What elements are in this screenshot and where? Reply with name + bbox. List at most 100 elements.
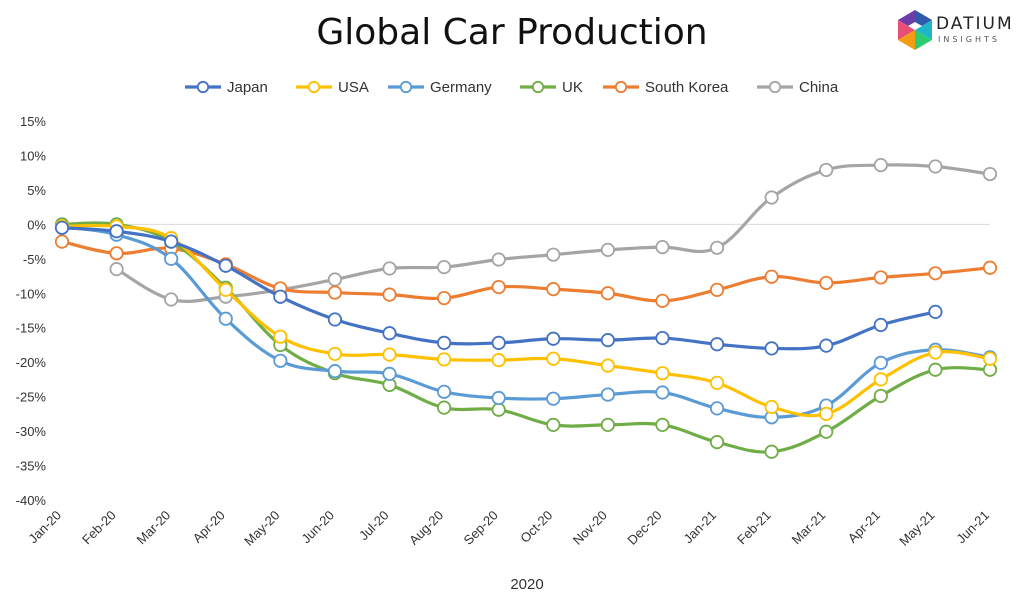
logo-subtext: INSIGHTS (938, 35, 1000, 44)
data-point-uk (873, 388, 888, 404)
data-point-japan (109, 224, 124, 239)
data-point-japan (327, 312, 343, 327)
x-tick-label: Apr-20 (190, 508, 228, 546)
data-point-china (655, 240, 670, 255)
legend-item-usa: USA (296, 79, 369, 96)
legend-item-china: China (757, 79, 839, 96)
x-tick-label: May-20 (241, 508, 282, 549)
data-point-japan (819, 338, 834, 353)
x-axis: Jan-20 Feb-20 Mar-20 Apr-20 May-20 Jun-20 Jul-… (25, 508, 992, 549)
x-tick-label: Mar-20 (134, 508, 174, 548)
data-point-south-korea (928, 266, 943, 281)
data-point-china (982, 166, 998, 182)
x-tick-label: Dec-20 (624, 508, 664, 548)
data-point-germany (437, 384, 452, 399)
data-point-usa (273, 329, 288, 344)
data-point-china (709, 240, 725, 255)
data-point-south-korea (437, 290, 452, 306)
data-point-usa (764, 399, 779, 415)
y-tick-label: -40% (16, 493, 47, 508)
series-south-korea (54, 234, 998, 308)
data-point-south-korea (873, 270, 888, 285)
data-point-usa (819, 406, 834, 421)
data-point-south-korea (327, 285, 343, 300)
data-point-germany (273, 353, 288, 368)
y-tick-label: -30% (16, 424, 47, 439)
data-point-usa (382, 347, 397, 362)
data-point-south-korea (491, 279, 506, 295)
data-point-germany (218, 311, 233, 326)
data-point-china (437, 259, 452, 275)
legend-marker (531, 80, 545, 94)
y-tick-label: -20% (16, 355, 47, 370)
data-point-uk (764, 444, 779, 459)
data-point-germany (709, 401, 725, 416)
data-point-south-korea (546, 282, 561, 297)
data-point-south-korea (764, 269, 779, 284)
data-point-japan (491, 335, 506, 350)
data-point-japan (764, 341, 779, 356)
data-point-china (873, 158, 888, 173)
data-point-germany (491, 390, 506, 406)
y-tick-label: -25% (16, 390, 47, 405)
y-tick-label: 5% (27, 183, 46, 198)
data-point-japan (873, 317, 888, 333)
legend: Japan USA Germany UK South Korea China (185, 79, 839, 96)
legend-item-germany: Germany (388, 79, 492, 96)
data-point-china (164, 292, 179, 307)
data-point-china (382, 261, 397, 276)
data-point-china (491, 252, 506, 267)
x-tick-label: Jun-21 (953, 508, 992, 547)
legend-item-uk: UK (520, 79, 583, 96)
x-tick-label: Feb-20 (79, 508, 119, 548)
data-point-japan (218, 258, 233, 273)
data-point-uk (709, 435, 725, 450)
y-tick-label: -15% (16, 321, 47, 336)
legend-label: USA (338, 79, 369, 96)
legend-item-japan: Japan (185, 79, 268, 96)
x-tick-label: Aug-20 (406, 508, 446, 548)
data-point-south-korea (600, 286, 615, 301)
x-tick-label: Sep-20 (461, 508, 501, 548)
data-point-germany (655, 385, 670, 400)
legend-label: UK (562, 79, 583, 96)
data-point-china (819, 162, 834, 178)
data-point-china (546, 247, 561, 262)
data-point-germany (600, 387, 615, 402)
series-china (109, 158, 998, 307)
data-point-usa (928, 345, 943, 360)
legend-marker (307, 80, 321, 94)
logo-mark-icon (898, 10, 932, 50)
x-tick-label: Jan-20 (25, 508, 64, 547)
x-tick-label: May-21 (896, 508, 937, 549)
series-line-germany (60, 225, 992, 419)
x-tick-label: Feb-21 (734, 508, 774, 548)
legend-marker (399, 80, 413, 94)
legend-marker (768, 80, 782, 94)
legend-label: South Korea (645, 79, 729, 96)
data-point-usa (982, 351, 998, 366)
data-point-uk (491, 402, 506, 417)
data-point-japan (382, 326, 397, 341)
x-tick-label: Jan-21 (680, 508, 719, 547)
series-japan (54, 220, 943, 356)
logo: DATIUM INSIGHTS (898, 10, 1018, 54)
data-point-usa (546, 351, 561, 366)
data-point-uk (546, 417, 561, 432)
data-point-usa (600, 358, 615, 373)
data-point-germany (164, 251, 179, 266)
data-point-china (928, 159, 943, 174)
data-point-south-korea (382, 287, 397, 302)
x-tick-label: Apr-21 (845, 508, 883, 546)
data-point-uk (655, 417, 670, 432)
data-point-south-korea (709, 282, 725, 297)
legend-label: Japan (227, 79, 268, 96)
legend-label: China (799, 79, 839, 96)
x-tick-label: Nov-20 (570, 508, 610, 548)
data-point-china (109, 262, 124, 277)
data-point-usa (218, 282, 233, 297)
data-point-japan (273, 289, 288, 304)
y-tick-label: 0% (27, 217, 46, 232)
chart-title: Global Car Production (316, 12, 708, 53)
